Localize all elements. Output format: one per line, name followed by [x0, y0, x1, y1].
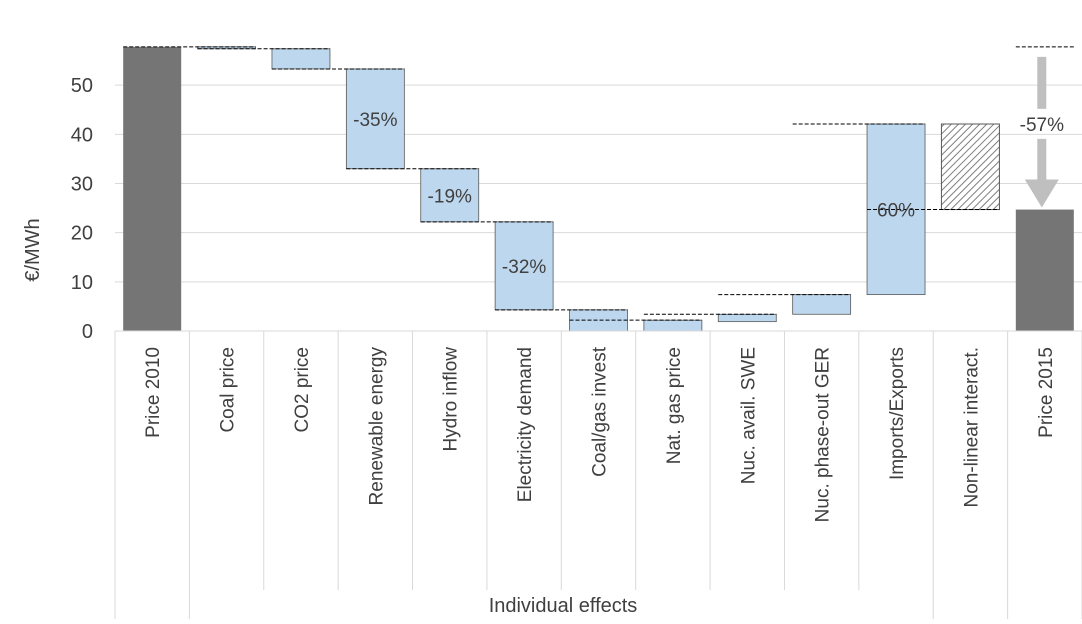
- x-tick-label: Non-linear interact.: [961, 347, 982, 508]
- x-tick-label: Hydro inflow: [441, 347, 462, 452]
- effect-bar: [792, 294, 852, 315]
- x-tick-label: Price 2015: [1036, 347, 1057, 438]
- bar-value-label: -19%: [428, 186, 472, 207]
- x-tick-label: CO2 price: [292, 347, 313, 433]
- y-tick-label: 30: [71, 174, 93, 196]
- nonlinear-bar: [940, 123, 1000, 211]
- y-tick-label: 20: [71, 223, 93, 245]
- x-tick-label: Electricity demand: [515, 347, 536, 502]
- effect-bar: [271, 48, 331, 70]
- x-tick-label: Coal/gas invest: [590, 346, 611, 477]
- total-bar: [123, 46, 182, 332]
- effect-bar: [494, 221, 554, 311]
- connector-lines: [123, 46, 1074, 321]
- total-change-label: -57%: [1020, 115, 1064, 136]
- x-tick-label: Price 2010: [143, 347, 164, 438]
- bars: [123, 46, 1074, 332]
- x-axis-group-label: Individual effects: [489, 595, 638, 617]
- labels: 0 10 20 30 40 50 -35% -19% -32% 60% -57% Price 2010…: [71, 56, 1064, 522]
- total-bar: [1015, 209, 1074, 331]
- y-axis-title: €/MWh: [22, 218, 44, 281]
- y-tick-label: 50: [71, 75, 93, 97]
- x-tick-label: Imports/Exports: [887, 347, 908, 480]
- x-tick-label: Renewable energy: [366, 347, 387, 506]
- effect-bar: [420, 168, 480, 223]
- change-arrow-head: [1024, 179, 1059, 208]
- bar-value-label: -32%: [502, 257, 546, 278]
- y-tick-label: 40: [71, 124, 93, 146]
- x-tick-label: Nat. gas price: [664, 347, 685, 464]
- bar-value-label: -35%: [353, 110, 397, 131]
- effect-bar: [717, 313, 777, 323]
- bar-value-label: 60%: [877, 200, 915, 221]
- axes: [114, 330, 1082, 619]
- x-tick-label: Coal price: [218, 347, 239, 433]
- effect-bar: [643, 319, 703, 332]
- x-tick-label: Nuc. phase-out GER: [813, 347, 834, 522]
- y-tick-label: 0: [82, 321, 93, 343]
- effect-bar: [345, 68, 405, 170]
- gridlines: [115, 84, 1082, 283]
- x-tick-label: Nuc. avail. SWE: [738, 347, 759, 484]
- y-tick-label: 10: [71, 272, 93, 294]
